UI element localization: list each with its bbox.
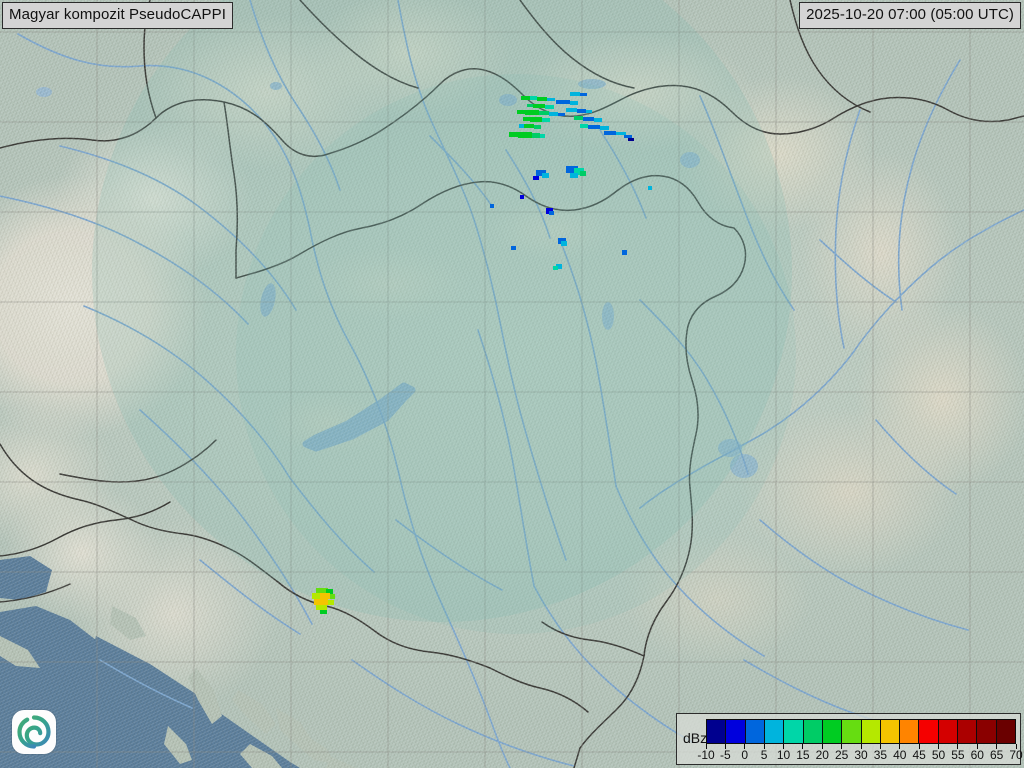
legend-tick-10 bbox=[899, 744, 901, 749]
legend-unit-label: dBz bbox=[683, 730, 708, 746]
legend-tick-label-3: 5 bbox=[760, 748, 768, 762]
legend-swatch-2 bbox=[745, 720, 765, 743]
legend-swatch-6 bbox=[822, 720, 843, 743]
legend-tick-12 bbox=[938, 744, 939, 749]
legend-tick-label-11: 45 bbox=[912, 748, 926, 762]
legend-tick-label-9: 35 bbox=[873, 748, 888, 762]
legend-tick-1 bbox=[724, 744, 726, 749]
legend-swatch-12 bbox=[938, 720, 959, 743]
legend-swatch-5 bbox=[803, 720, 823, 743]
legend-tick-label-10: 40 bbox=[893, 748, 907, 762]
legend-tick-label-12: 50 bbox=[931, 748, 946, 762]
legend-swatch-10 bbox=[900, 720, 920, 743]
legend-tick-14 bbox=[976, 744, 978, 749]
legend-swatch-7 bbox=[842, 720, 862, 743]
legend-swatch-11 bbox=[919, 720, 939, 743]
legend-color-bar bbox=[706, 719, 1016, 744]
radar-coverage-inner-area bbox=[236, 74, 796, 634]
legend-tick-15 bbox=[996, 744, 998, 749]
legend-tick-11 bbox=[918, 744, 920, 749]
legend-tick-labels: -10 -5 0 5 10 15 20 25 30 35 40 45 50 55 60 65 70 bbox=[697, 748, 1022, 764]
legend-tick-13 bbox=[957, 744, 959, 749]
legend-tick-4 bbox=[783, 744, 784, 749]
legend-tick-6 bbox=[821, 744, 823, 749]
spiral-icon bbox=[17, 715, 51, 749]
legend-tick-marks bbox=[705, 744, 1017, 750]
legend-tick-label-8: 30 bbox=[854, 748, 868, 762]
legend-swatch-8 bbox=[861, 720, 881, 743]
legend-tick-8 bbox=[860, 744, 862, 749]
legend-tick-2 bbox=[744, 744, 746, 749]
legend-tick-9 bbox=[879, 744, 881, 749]
timestamp-box: 2025-10-20 07:00 (05:00 UTC) bbox=[799, 2, 1021, 29]
legend-tick-label-5: 15 bbox=[796, 748, 810, 762]
legend-tick-0 bbox=[705, 744, 707, 749]
radar-coverage-area bbox=[92, 0, 792, 622]
legend-swatch-13 bbox=[958, 720, 978, 743]
product-title-text: Magyar kompozit PseudoCAPPI bbox=[9, 6, 226, 23]
legend-tick-label-1: -5 bbox=[720, 748, 731, 762]
legend-tick-3 bbox=[763, 744, 765, 749]
dbz-color-legend: dBz -10 -5 0 5 10 15 20 25 30 35 40 45 50 55 60 65 70 bbox=[676, 713, 1023, 765]
hungaromet-spiral-logo[interactable] bbox=[12, 710, 56, 754]
legend-swatch-14 bbox=[977, 720, 997, 743]
legend-tick-5 bbox=[802, 744, 804, 749]
legend-tick-label-7: 25 bbox=[834, 748, 849, 762]
legend-swatch-0 bbox=[707, 720, 727, 743]
legend-tick-label-14: 60 bbox=[970, 748, 984, 762]
legend-swatch-15 bbox=[996, 720, 1015, 743]
legend-tick-label-6: 20 bbox=[815, 748, 829, 762]
legend-tick-label-13: 55 bbox=[951, 748, 965, 762]
product-title-box: Magyar kompozit PseudoCAPPI bbox=[2, 2, 233, 29]
legend-tick-label-2: 0 bbox=[741, 748, 749, 762]
legend-tick-label-0: -10 bbox=[697, 748, 715, 762]
timestamp-text: 2025-10-20 07:00 (05:00 UTC) bbox=[806, 6, 1014, 23]
legend-swatch-9 bbox=[880, 720, 901, 743]
legend-swatch-1 bbox=[726, 720, 746, 743]
legend-tick-7 bbox=[841, 744, 843, 749]
legend-tick-label-15: 65 bbox=[989, 748, 1004, 762]
legend-tick-label-4: 10 bbox=[776, 748, 791, 762]
legend-tick-label-16: 70 bbox=[1009, 748, 1023, 762]
legend-swatch-4 bbox=[784, 720, 804, 743]
legend-tick-16 bbox=[1015, 744, 1017, 749]
legend-swatch-3 bbox=[764, 720, 785, 743]
